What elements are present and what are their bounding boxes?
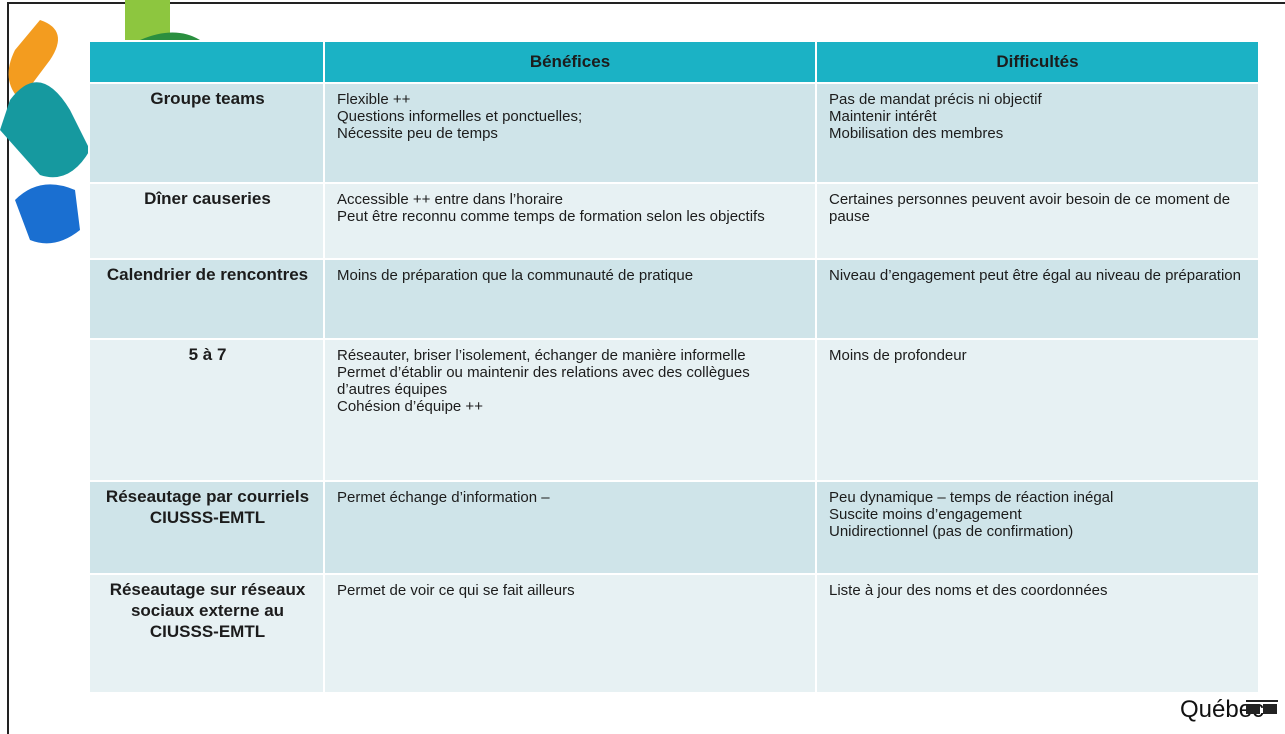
cell-line: Accessible ++ entre dans l’horaire xyxy=(337,191,563,208)
decoration xyxy=(0,0,200,244)
row-label: Calendrier de rencontres xyxy=(88,258,325,340)
row-label: Réseautage sur réseaux sociaux externe a… xyxy=(88,573,325,694)
header-cell: Bénéfices xyxy=(323,40,817,84)
header-row: Bénéfices Difficultés xyxy=(88,40,1260,84)
table-row: Calendrier de rencontres Moins de prépara… xyxy=(88,258,1260,340)
row-label: Réseautage par courriels CIUSSS-EMTL xyxy=(88,480,325,575)
header-cell: Difficultés xyxy=(815,40,1260,84)
table-row: Réseautage par courriels CIUSSS-EMTL Perm… xyxy=(88,480,1260,575)
difficulties-cell: Peu dynamique – temps de réaction inégal… xyxy=(815,480,1260,575)
benefits-cell: Permet échange d’information – xyxy=(323,480,817,575)
cell-line: Unidirectionnel (pas de confirmation) xyxy=(829,523,1074,540)
cell-line: Peu dynamique – temps de réaction inégal xyxy=(829,489,1114,506)
difficulties-cell: Pas de mandat précis ni objectif Mainteni… xyxy=(815,82,1260,184)
table-row: Dîner causeries Accessible ++ entre dans … xyxy=(88,182,1260,260)
benefits-cell: Permet de voir ce qui se fait ailleurs xyxy=(323,573,817,694)
difficulties-cell: Niveau d’engagement peut être égal au ni… xyxy=(815,258,1260,340)
difficulties-cell: Liste à jour des noms et des coordonnées xyxy=(815,573,1260,694)
cell-line: Questions informelles et ponctuelles; xyxy=(337,108,583,125)
cell-line: Maintenir intérêt xyxy=(829,108,937,125)
cell-line: Permet de voir ce qui se fait ailleurs xyxy=(337,582,575,599)
table-row: 5 à 7 Réseauter, briser l’isolement, écha… xyxy=(88,338,1260,482)
cell-line: Permet d’établir ou maintenir des relati… xyxy=(337,364,750,398)
cell-line: Certaines personnes peuvent avoir besoin… xyxy=(829,191,1231,225)
benefits-cell: Accessible ++ entre dans l’horaire Peut ê… xyxy=(323,182,817,260)
cell-line: Moins de préparation que la communauté d… xyxy=(337,267,694,284)
header-cell xyxy=(88,40,325,84)
cell-line: Peut être reconnu comme temps de formati… xyxy=(337,208,765,225)
flag-icon xyxy=(1246,700,1278,714)
cell-line: Liste à jour des noms et des coordonnées xyxy=(829,582,1108,599)
cell-line: Réseauter, briser l’isolement, échanger … xyxy=(337,347,746,364)
cell-line: Pas de mandat précis ni objectif xyxy=(829,91,1042,108)
benefits-cell: Moins de préparation que la communauté d… xyxy=(323,258,817,340)
cell-line: Suscite moins d’engagement xyxy=(829,506,1022,523)
cell-line: Cohésion d’équipe ++ xyxy=(337,398,483,415)
row-label: 5 à 7 xyxy=(88,338,325,482)
row-label: Dîner causeries xyxy=(88,182,325,260)
table-row: Groupe teams Flexible ++ Questions informe… xyxy=(88,82,1260,184)
teal-shape xyxy=(0,82,90,178)
benefits-cell: Flexible ++ Questions informelles et ponc… xyxy=(323,82,817,184)
difficulties-cell: Moins de profondeur xyxy=(815,338,1260,482)
orange-shape xyxy=(8,20,59,100)
benefits-cell: Réseauter, briser l’isolement, échanger … xyxy=(323,338,817,482)
dark-green-shape xyxy=(140,32,200,40)
cell-line: Niveau d’engagement peut être égal au ni… xyxy=(829,267,1241,284)
row-label: Groupe teams xyxy=(88,82,325,184)
difficulties-cell: Certaines personnes peuvent avoir besoin… xyxy=(815,182,1260,260)
frame xyxy=(7,2,1285,734)
cell-line: Nécessite peu de temps xyxy=(337,125,498,142)
comparison-table: Bénéfices Difficultés Groupe teams Flexib… xyxy=(88,40,1260,694)
cell-line: Mobilisation des membres xyxy=(829,125,1004,142)
table-row: Réseautage sur réseaux sociaux externe a… xyxy=(88,573,1260,694)
cell-line: Permet échange d’information – xyxy=(337,489,550,506)
cell-line: Moins de profondeur xyxy=(829,347,967,364)
cell-line: Flexible ++ xyxy=(337,91,411,108)
blue-shape xyxy=(15,184,80,244)
